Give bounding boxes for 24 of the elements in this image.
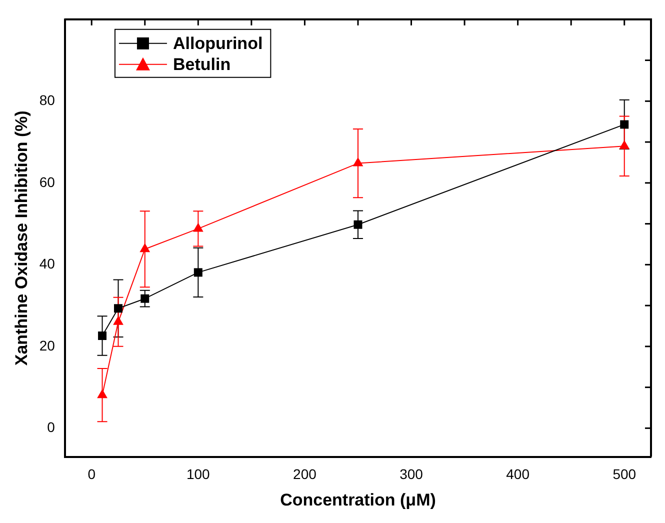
y-axis-title: Xanthine Oxidase Inhibition (%) xyxy=(12,110,31,366)
point xyxy=(194,268,202,277)
legend-label: Betulin xyxy=(172,55,231,74)
x-tick-label: 500 xyxy=(612,466,636,482)
x-axis-title: Concentration (μM) xyxy=(280,490,436,510)
point xyxy=(354,220,362,229)
point xyxy=(352,157,364,166)
y-tick-label: 80 xyxy=(39,92,56,108)
y-tick-label: 20 xyxy=(39,337,56,354)
y-tick-label: 0 xyxy=(47,419,56,436)
point xyxy=(619,140,630,150)
x-tick-label: 0 xyxy=(88,466,96,482)
point xyxy=(98,332,107,340)
x-tick-label: 300 xyxy=(400,466,424,482)
legend-label: Allopurinol xyxy=(172,34,263,54)
x-tick-label: 200 xyxy=(293,466,317,482)
point xyxy=(620,120,629,129)
y-tick-label: 40 xyxy=(39,256,56,272)
point xyxy=(192,222,204,232)
point xyxy=(140,243,150,252)
point xyxy=(114,304,122,313)
x-tick-label: 100 xyxy=(186,466,210,482)
y-tick-label: 60 xyxy=(39,174,56,190)
x-tick-label: 400 xyxy=(506,466,530,482)
